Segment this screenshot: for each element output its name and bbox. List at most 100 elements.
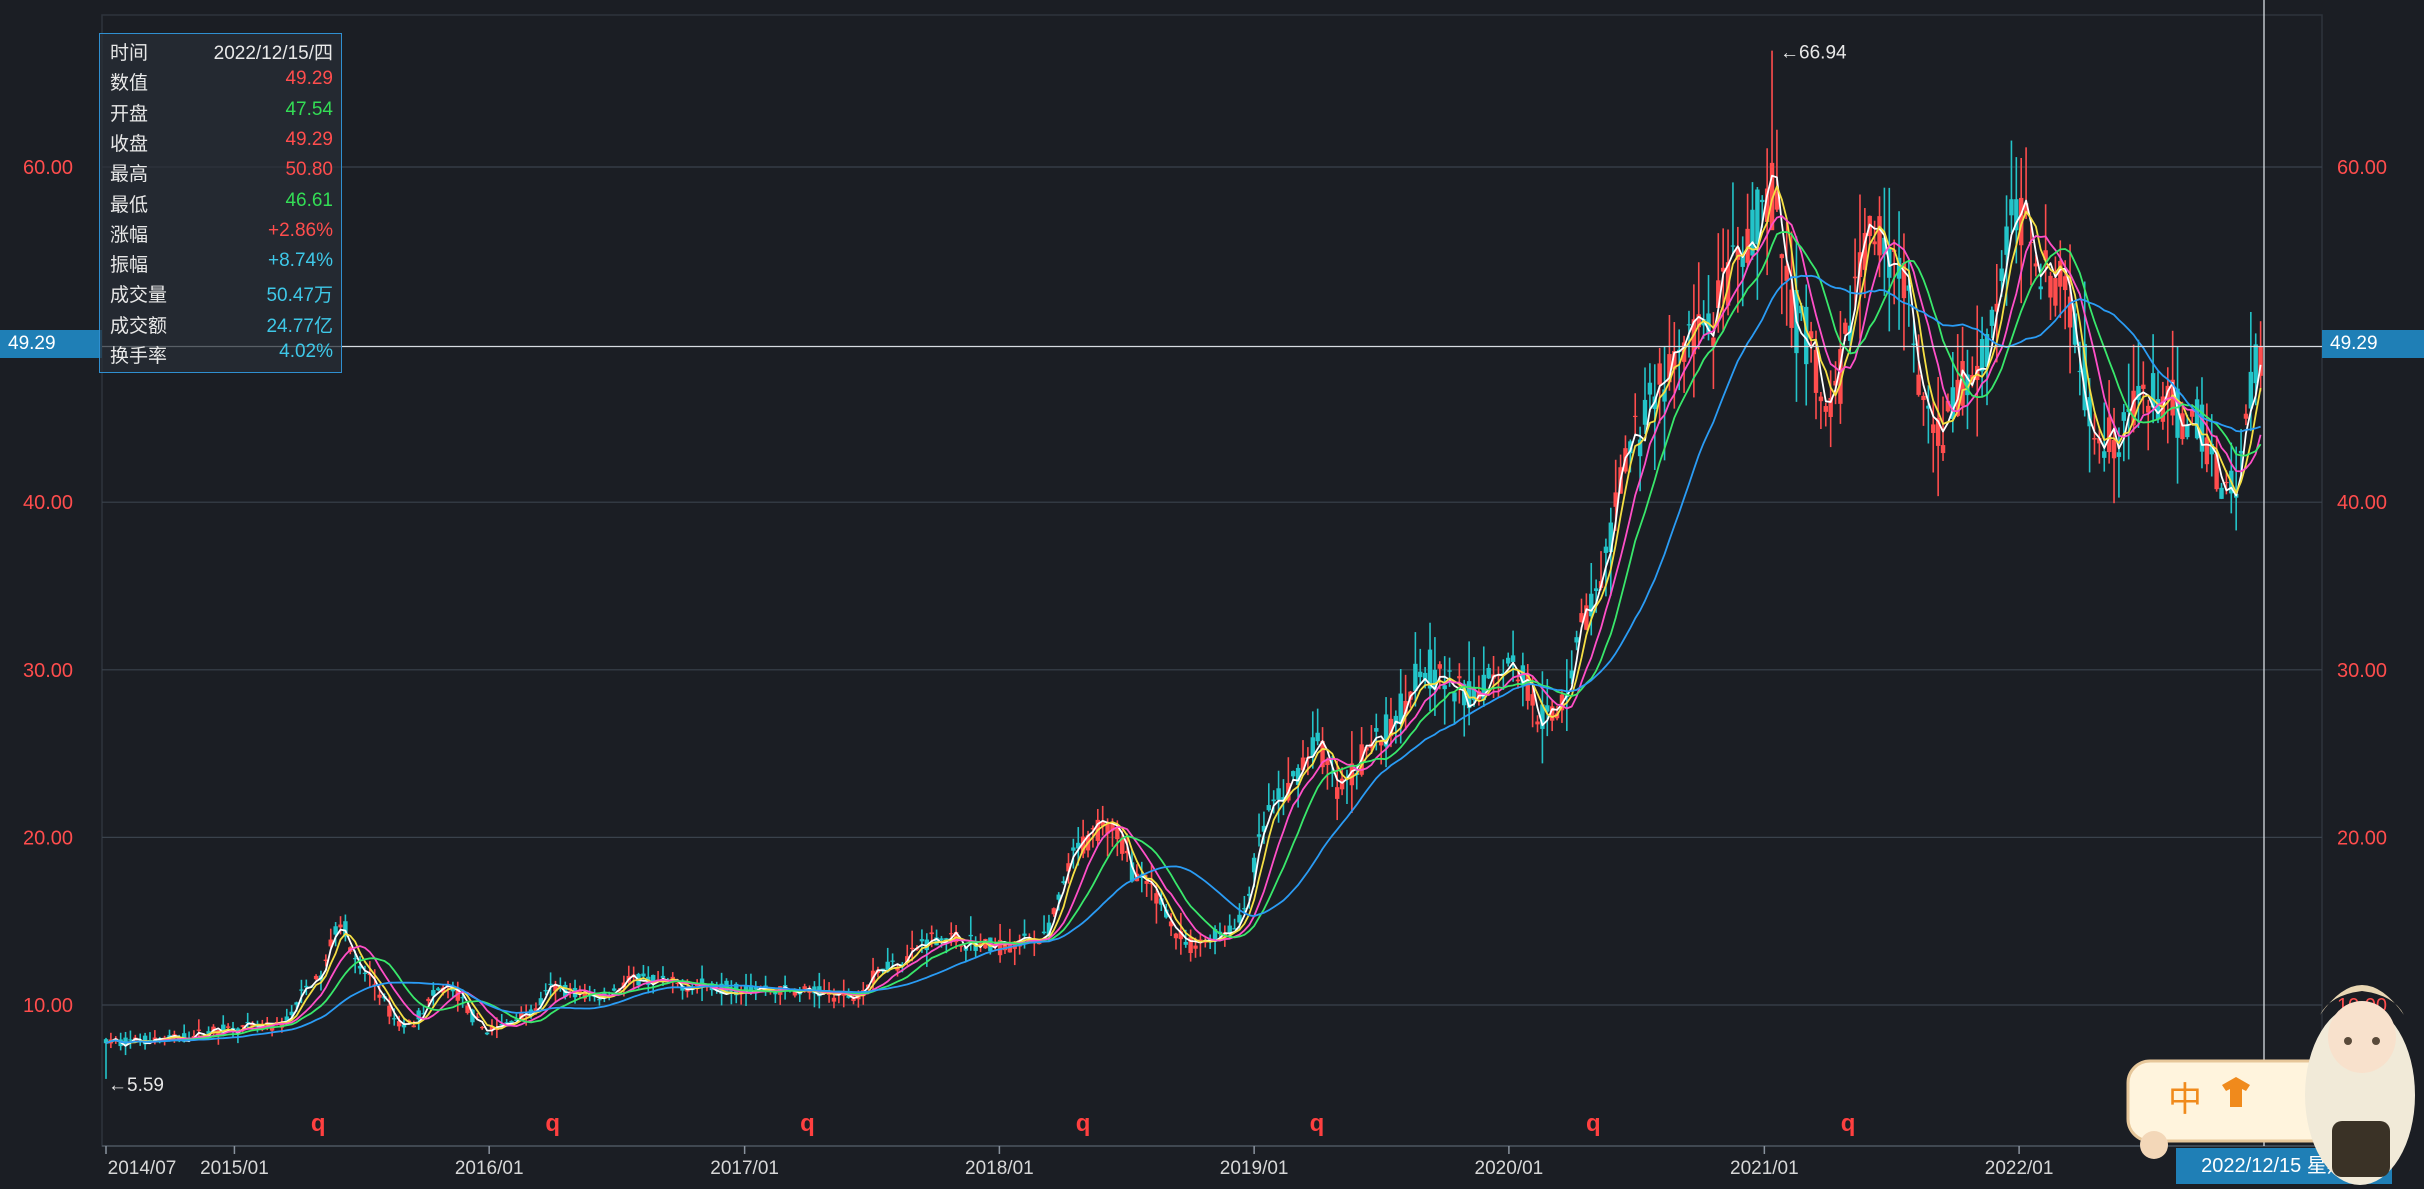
candle-body [1080,836,1086,854]
candle-body [1916,374,1921,395]
candle-body [357,965,363,969]
candle-body [2038,286,2043,290]
candle-body [128,1039,133,1041]
candle-body [1457,676,1462,679]
candle-body [1549,706,1555,721]
candle-body [2258,346,2263,376]
candle-body [1041,931,1047,934]
candle-body [1720,267,1726,272]
candle-body [1701,319,1706,326]
candle-body [436,988,441,991]
info-value: +2.86% [268,219,333,241]
candle-body [2219,487,2224,499]
y-tick-label-left: 40.00 [23,492,73,514]
candle-body [196,1029,202,1031]
candle-body [377,994,382,998]
mascot-widget[interactable]: 中 [2110,945,2424,1189]
candle-body [807,990,812,993]
candle-body [1432,669,1438,690]
candle-body [1525,674,1530,701]
candle-body [1276,788,1281,800]
event-marker: q [1310,1110,1325,1137]
candle-body [1784,265,1789,281]
candle-body [1628,441,1633,454]
candle-body [939,938,944,941]
candle-body [1662,389,1667,402]
mascot-eye-right [2372,1037,2380,1045]
candle-body [1613,492,1618,507]
candle-body [1637,439,1643,457]
candle-body [1486,668,1491,679]
info-label: 最高 [110,164,149,186]
candle-body [1154,893,1159,904]
candle-body [1940,445,1946,454]
info-row: 换手率 4.02% [100,337,341,367]
info-row: 开盘 47.54 [100,95,341,125]
info-row: 成交额 24.77亿 [100,307,341,337]
mascot-badge-text: 中 [2168,1080,2202,1120]
mascot-eye-left [2344,1037,2352,1045]
candle-body [2185,425,2190,438]
candle-body [1173,933,1179,939]
candle-body [1569,670,1574,679]
candle-body [2175,388,2180,438]
candle-body [1603,546,1609,553]
candle-body [2238,450,2244,454]
candle-body [489,1026,495,1031]
candle-body [2116,452,2122,457]
candle-body [1530,694,1535,706]
candle-body [1911,343,1916,345]
candle-body [1540,704,1545,729]
candle-body [1071,847,1076,851]
candle-body [792,991,798,996]
candle-body [304,985,309,988]
candle-body [2087,397,2092,427]
info-value: 50.47万 [266,285,333,307]
candle-body [1750,209,1755,256]
y-tick-label-left: 10.00 [23,995,73,1017]
candle-body [2224,481,2229,484]
candle-body [1247,893,1252,896]
candle-body [1999,268,2004,282]
info-row: 涨幅 +2.86% [100,216,341,246]
info-label: 收盘 [110,133,149,155]
candle-body [2102,451,2107,458]
candle-body [1584,605,1589,630]
candle-body [1251,857,1257,873]
candle-body [983,938,988,949]
event-marker: q [800,1110,815,1137]
candle-body [421,1013,426,1015]
candle-body [1691,319,1697,355]
candle-body [934,937,939,946]
y-tick-label-right: 20.00 [2337,827,2387,849]
candle-body [343,921,348,937]
info-value: 50.80 [285,159,333,181]
info-row: 最低 46.61 [100,186,341,216]
info-label: 开盘 [110,103,149,125]
candle-body [416,1010,421,1020]
candle-body [802,986,807,989]
candle-body [484,1032,490,1035]
candle-body [1437,664,1443,669]
candle-body [831,997,837,1002]
info-value: 46.61 [285,189,333,211]
info-value: 2022/12/15/四 [213,43,333,64]
candle-body [1266,805,1272,811]
candle-body [1711,337,1716,346]
candle-body [1300,757,1306,771]
candle-body [1193,945,1198,949]
candle-body [1906,285,1912,291]
candle-body [929,932,934,935]
info-panel: 时间 2022/12/15/四 数值 49.29 开盘 47.54 收盘 49.29 最高 50.… [99,33,342,373]
candle-body [1442,685,1447,690]
candle-body [1056,894,1061,900]
candle-body [1046,922,1052,937]
crosshair [102,0,2322,1146]
candle-body [157,1039,162,1041]
candle-body [1730,245,1736,247]
candle-body [1159,898,1164,905]
candle-body [660,975,666,978]
candle-body [1398,693,1403,723]
candle-body [1657,363,1662,385]
